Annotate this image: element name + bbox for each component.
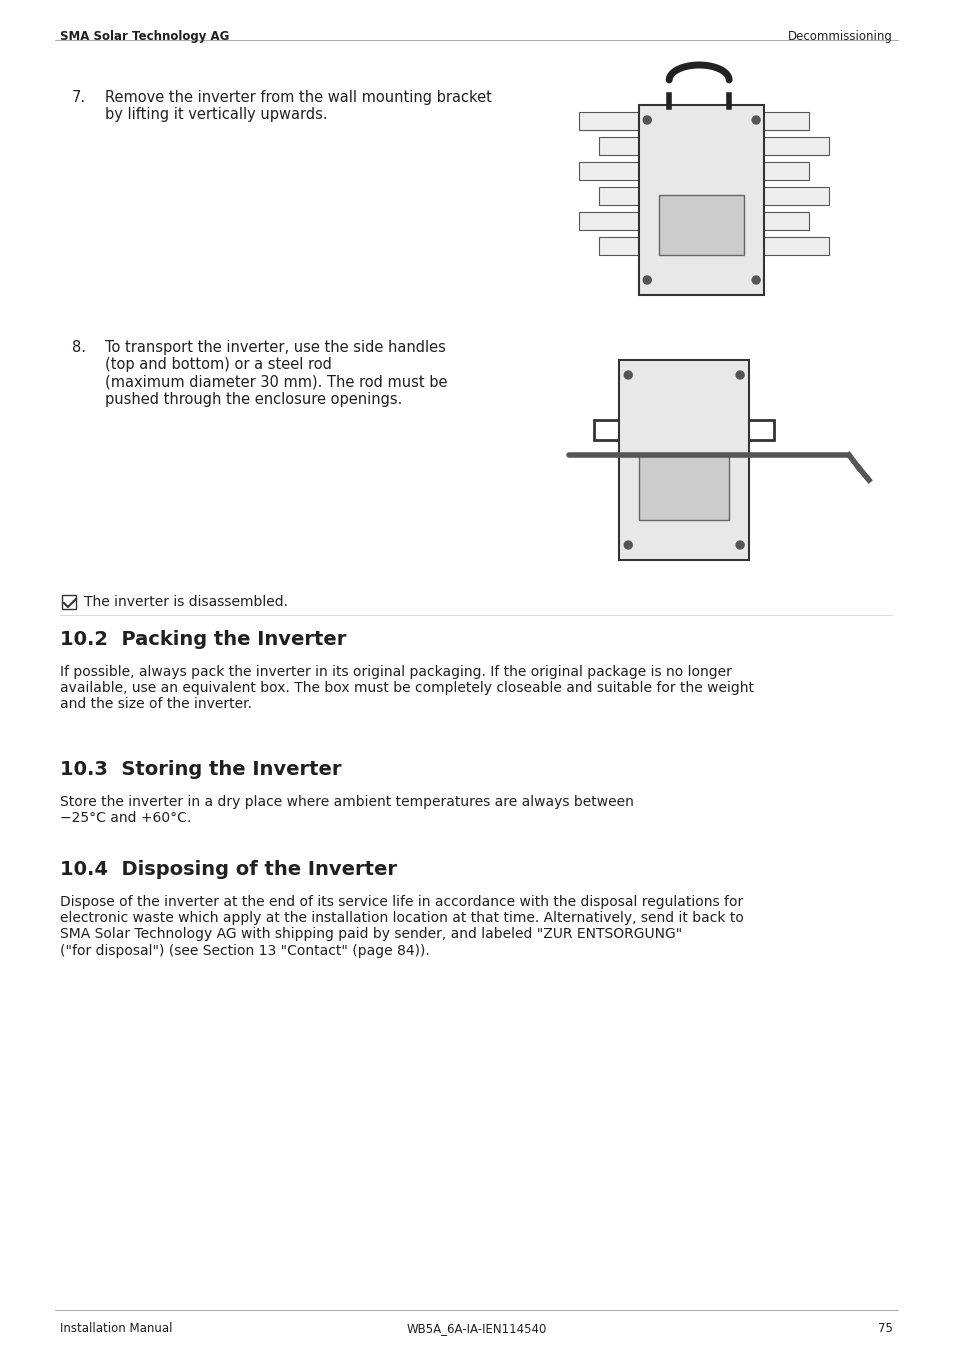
Circle shape — [751, 116, 760, 124]
Bar — [659, 162, 728, 180]
Bar — [62, 595, 76, 608]
Text: Remove the inverter from the wall mounting bracket
by lifting it vertically upwa: Remove the inverter from the wall mounti… — [105, 91, 491, 123]
Bar — [659, 195, 743, 256]
Circle shape — [623, 370, 632, 379]
Text: 10.4  Disposing of the Inverter: 10.4 Disposing of the Inverter — [60, 860, 396, 879]
Bar — [659, 112, 728, 130]
Text: 10.3  Storing the Inverter: 10.3 Storing the Inverter — [60, 760, 341, 779]
Bar — [679, 137, 748, 155]
Bar — [578, 162, 649, 180]
Bar — [639, 456, 728, 521]
Circle shape — [751, 276, 760, 284]
Bar — [759, 137, 828, 155]
Text: If possible, always pack the inverter in its original packaging. If the original: If possible, always pack the inverter in… — [60, 665, 753, 711]
Circle shape — [623, 541, 632, 549]
Text: 75: 75 — [877, 1322, 892, 1334]
Circle shape — [642, 276, 651, 284]
Circle shape — [736, 370, 743, 379]
Bar — [759, 237, 828, 256]
Bar — [739, 112, 808, 130]
Bar — [659, 212, 728, 230]
Bar — [578, 212, 649, 230]
Text: To transport the inverter, use the side handles
(top and bottom) or a steel rod
: To transport the inverter, use the side … — [105, 339, 447, 407]
Text: 7.: 7. — [71, 91, 86, 105]
Text: WB5A_6A-IA-IEN114540: WB5A_6A-IA-IEN114540 — [406, 1322, 546, 1334]
Bar — [739, 212, 808, 230]
Circle shape — [642, 116, 651, 124]
Bar — [598, 237, 668, 256]
Text: 10.2  Packing the Inverter: 10.2 Packing the Inverter — [60, 630, 346, 649]
Bar — [639, 105, 763, 295]
Bar — [578, 112, 649, 130]
Text: Decommissioning: Decommissioning — [787, 30, 892, 43]
Bar — [679, 237, 748, 256]
Bar — [598, 137, 668, 155]
Text: SMA Solar Technology AG: SMA Solar Technology AG — [60, 30, 229, 43]
Bar — [598, 187, 668, 206]
Circle shape — [736, 541, 743, 549]
Text: Installation Manual: Installation Manual — [60, 1322, 172, 1334]
Text: Store the inverter in a dry place where ambient temperatures are always between
: Store the inverter in a dry place where … — [60, 795, 633, 825]
Bar — [739, 162, 808, 180]
Text: 8.: 8. — [71, 339, 86, 356]
Bar — [679, 187, 748, 206]
Text: The inverter is disassembled.: The inverter is disassembled. — [84, 595, 288, 608]
Bar — [759, 187, 828, 206]
Bar — [618, 360, 748, 560]
Text: Dispose of the inverter at the end of its service life in accordance with the di: Dispose of the inverter at the end of it… — [60, 895, 743, 957]
